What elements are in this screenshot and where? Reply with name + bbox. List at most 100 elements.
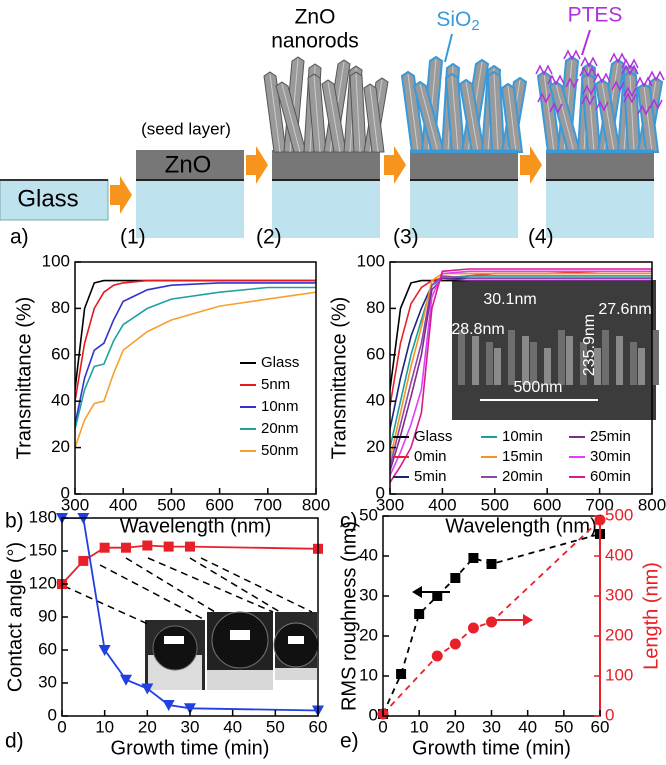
x-tick-label: 30 bbox=[482, 717, 501, 736]
ptes-chain bbox=[537, 92, 551, 104]
series-line bbox=[390, 277, 652, 472]
point bbox=[99, 542, 110, 553]
x-tick-label: 600 bbox=[533, 495, 561, 514]
ptes-chain bbox=[535, 64, 553, 76]
photo-substrate bbox=[275, 668, 317, 680]
y-tick-label: 0 bbox=[48, 705, 57, 724]
nanorod-edge bbox=[313, 75, 321, 153]
x-tick-label: 0 bbox=[378, 717, 387, 736]
ptes-chain bbox=[621, 64, 639, 76]
nanorod-edge bbox=[419, 83, 439, 153]
highlight bbox=[288, 636, 304, 644]
series-line bbox=[390, 268, 652, 483]
annotation: 30.1nm bbox=[483, 291, 536, 308]
stage-2 bbox=[263, 56, 389, 238]
substrate bbox=[136, 180, 244, 238]
x-tick-label: 500 bbox=[481, 495, 509, 514]
point bbox=[120, 674, 132, 686]
pointer bbox=[125, 557, 216, 613]
zno-label: ZnO bbox=[165, 151, 212, 178]
x-tick-label: 50 bbox=[554, 717, 573, 736]
y-tick-label: 0 bbox=[369, 705, 378, 724]
sem-rod bbox=[652, 330, 659, 385]
y-tick-label: 80 bbox=[51, 298, 70, 317]
legend-label: 5nm bbox=[261, 376, 290, 393]
legend-label: 10nm bbox=[261, 398, 299, 415]
x-axis-title: Wavelength (nm) bbox=[120, 515, 272, 537]
x-tick-label: 20 bbox=[138, 717, 157, 736]
photo-substrate bbox=[207, 670, 273, 690]
legend-label: 60min bbox=[590, 468, 631, 485]
y-tick-label: 20 bbox=[366, 437, 385, 456]
seed-layer bbox=[272, 150, 380, 180]
y-tick-label: 120 bbox=[29, 573, 57, 592]
legend-label: 20min bbox=[502, 468, 543, 485]
sem-rod bbox=[558, 330, 565, 385]
step-label: (3) bbox=[393, 226, 419, 249]
point bbox=[162, 700, 175, 711]
y-tick-label: 40 bbox=[359, 545, 378, 564]
nanorod-edge bbox=[327, 81, 341, 153]
ptes-chain bbox=[637, 104, 651, 116]
y-tick-label: 20 bbox=[51, 437, 70, 456]
droplet bbox=[273, 622, 319, 668]
sem-rod bbox=[494, 348, 501, 385]
panel-label: d) bbox=[5, 730, 24, 753]
legend-label: 50nm bbox=[261, 442, 299, 459]
legend-label: 25min bbox=[590, 428, 631, 445]
x-tick-label: 60 bbox=[309, 717, 328, 736]
sem-rod bbox=[566, 336, 573, 385]
y-axis-title: RMS roughness (nm) bbox=[338, 521, 360, 711]
point bbox=[163, 541, 174, 552]
glass-block bbox=[0, 179, 109, 221]
stage-4 bbox=[535, 49, 665, 238]
pointer bbox=[189, 557, 281, 613]
point bbox=[414, 609, 425, 619]
legend-label: 5min bbox=[414, 468, 447, 485]
x-tick-label: 800 bbox=[302, 495, 330, 514]
pointer-lines bbox=[63, 557, 313, 626]
point bbox=[432, 591, 443, 601]
panel-label: e) bbox=[340, 730, 359, 753]
nanorod-edge bbox=[407, 73, 419, 153]
sio2-sub: 2 bbox=[471, 17, 479, 34]
series-line bbox=[383, 519, 600, 715]
x-tick-label: 300 bbox=[61, 495, 89, 514]
nanorod-edge bbox=[281, 83, 301, 153]
y-tick-label: 100 bbox=[42, 251, 70, 270]
series-line bbox=[75, 286, 316, 430]
y-tick-label: 50 bbox=[359, 505, 378, 524]
x-axis-title: Growth time (min) bbox=[412, 737, 571, 759]
seed-layer bbox=[410, 150, 518, 180]
series-line bbox=[75, 282, 316, 425]
ptes-chain bbox=[635, 76, 653, 88]
nanorod-edge bbox=[369, 85, 379, 153]
legend-label: 30min bbox=[590, 448, 631, 465]
arrow bbox=[246, 146, 268, 184]
sem-rod bbox=[522, 336, 529, 385]
panel-label: a) bbox=[10, 226, 29, 249]
y2-tick-label: 200 bbox=[605, 625, 633, 644]
point bbox=[467, 622, 479, 634]
arrows bbox=[110, 146, 542, 214]
y-tick-label: 10 bbox=[359, 665, 378, 684]
ptes-label: PTES bbox=[568, 4, 623, 27]
y-axis-title: Transmittance (%) bbox=[328, 297, 350, 460]
ptes-chain bbox=[593, 72, 611, 84]
annotation: 28.8nm bbox=[451, 321, 504, 338]
nanorod-edge bbox=[643, 85, 653, 153]
step-label: (1) bbox=[120, 226, 146, 249]
sem-rod bbox=[486, 342, 493, 385]
annotation: 235.9nm bbox=[581, 314, 598, 376]
point bbox=[184, 703, 196, 715]
x-axis-title: Growth time (min) bbox=[111, 737, 270, 759]
sem-rod bbox=[594, 348, 601, 385]
sio2-base: SiO bbox=[436, 8, 471, 31]
point bbox=[450, 573, 461, 583]
x-tick-label: 300 bbox=[376, 495, 404, 514]
y-tick-label: 40 bbox=[51, 391, 70, 410]
pointer bbox=[200, 557, 313, 613]
y-tick-label: 60 bbox=[38, 639, 57, 658]
y-tick-label: 0 bbox=[61, 483, 70, 502]
